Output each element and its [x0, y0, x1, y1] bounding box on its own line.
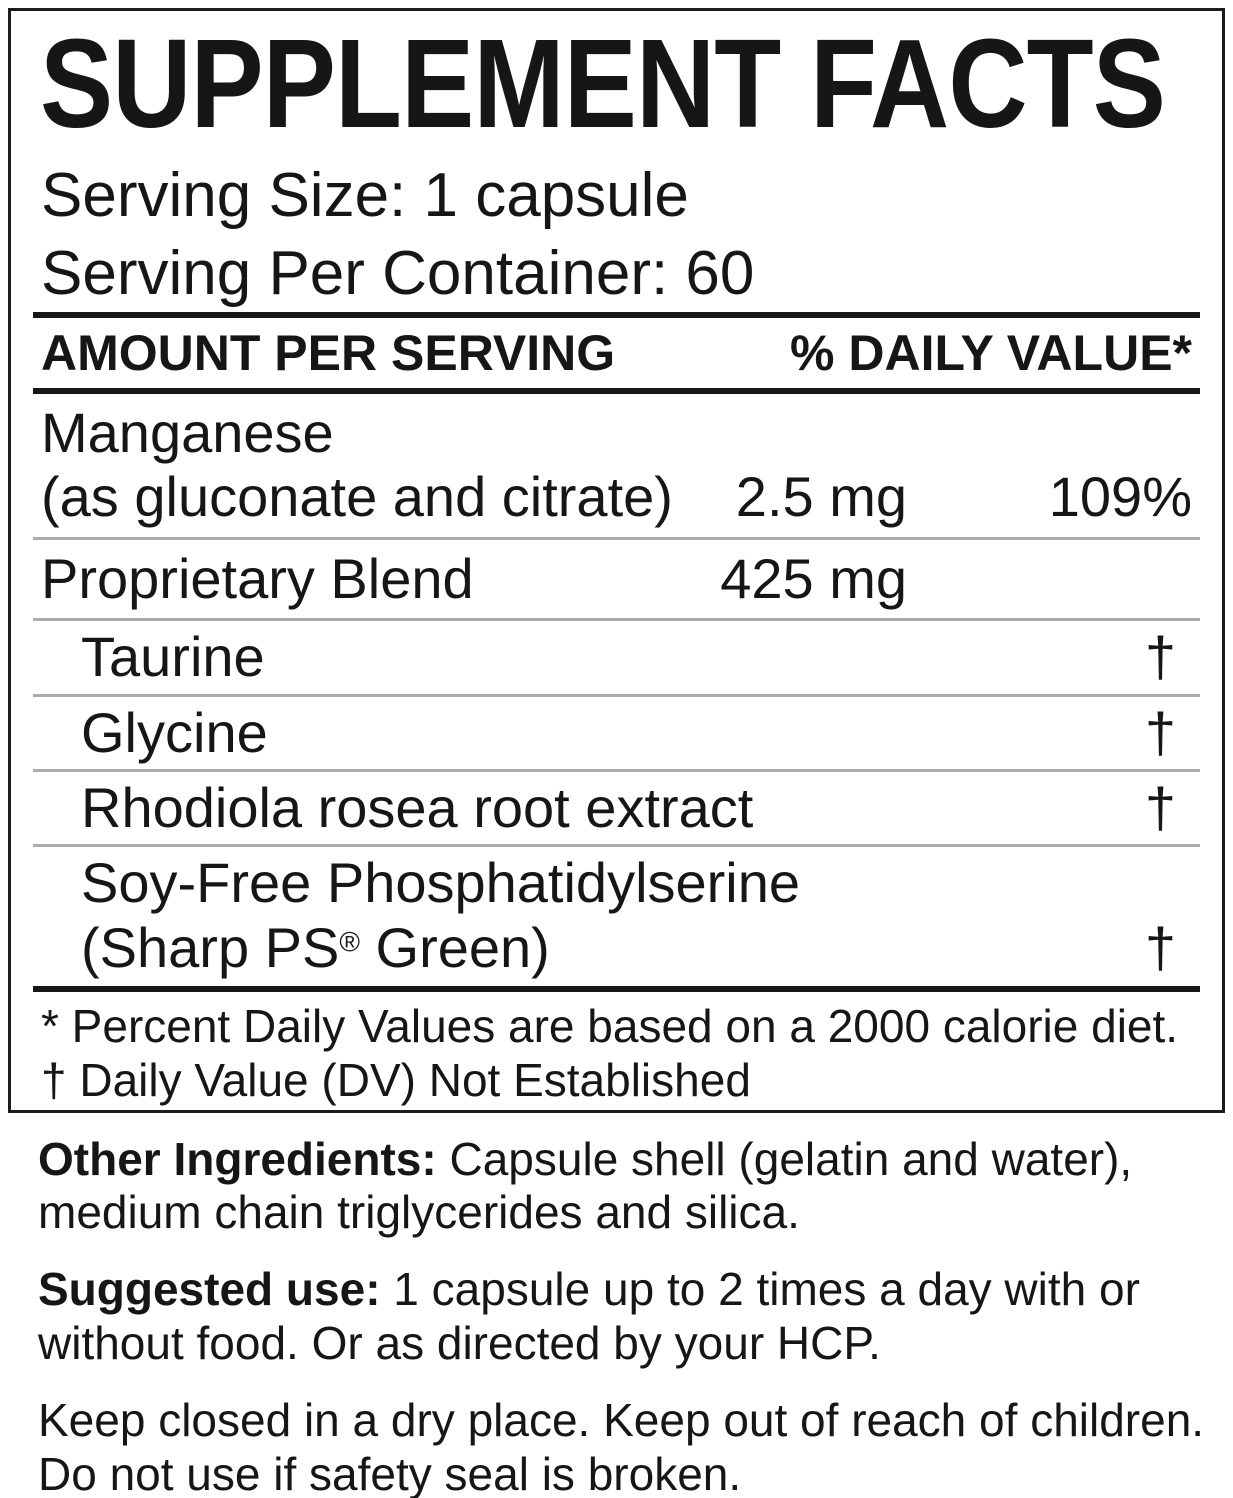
registered-trademark-symbol: ® — [339, 926, 360, 958]
other-ingredients-label: Other Ingredients: — [38, 1132, 437, 1185]
section-suggested-use: Suggested use: 1 capsule up to 2 times a… — [38, 1263, 1140, 1369]
suggested-use-label: Suggested use: — [38, 1263, 381, 1316]
servings-per-container-line: Serving Per Container: 60 — [41, 238, 755, 308]
amount-cell: 2.5 mg — [735, 465, 907, 529]
ingredient-name: Soy-Free Phosphatidylserine (Sharp PS® G… — [81, 851, 801, 979]
footnote-percent-daily-value: * Percent Daily Values are based on a 20… — [41, 1000, 1179, 1053]
divider-thin — [33, 693, 1200, 697]
table-row-proprietary-blend: Proprietary Blend 425 mg — [33, 540, 1200, 618]
ingredient-name: Rhodiola rosea root extract — [81, 775, 754, 839]
supplement-facts-panel: SUPPLEMENT FACTS Serving Size: 1 capsule… — [8, 8, 1225, 1113]
daily-value-cell: † — [907, 776, 1192, 840]
dagger-symbol: † — [1144, 700, 1176, 764]
table-row-phosphatidylserine: Soy-Free Phosphatidylserine (Sharp PS® G… — [33, 847, 1200, 986]
amount-per-serving-header: AMOUNT PER SERVING — [41, 325, 616, 381]
ingredient-name: Glycine — [81, 700, 268, 764]
daily-value-cell: † — [907, 916, 1192, 980]
amount-cell: 425 mg — [720, 546, 907, 610]
divider-thin — [33, 844, 1200, 848]
serving-info: Serving Size: 1 capsule Serving Per Cont… — [33, 157, 1200, 312]
section-storage-warning: Keep closed in a dry place. Keep out of … — [38, 1394, 1205, 1498]
ingredient-name: Proprietary Blend — [41, 546, 474, 610]
daily-value-cell: † — [907, 625, 1192, 689]
dagger-symbol: † — [1144, 775, 1176, 839]
divider-thick-top — [33, 312, 1200, 318]
divider-thin — [33, 536, 1200, 540]
divider-thick-bottom — [33, 986, 1200, 993]
divider-thick-header — [33, 388, 1200, 394]
daily-value-header: % DAILY VALUE* — [790, 325, 1192, 381]
ingredient-name: Manganese (as gluconate and citrate) — [41, 401, 673, 529]
table-header: AMOUNT PER SERVING % DAILY VALUE* — [33, 318, 1200, 388]
additional-info: Other Ingredients: Capsule shell (gelati… — [30, 1132, 1205, 1498]
footnotes: * Percent Daily Values are based on a 20… — [33, 992, 1200, 1110]
daily-value-cell: 109% — [1048, 465, 1192, 529]
daily-value-cell: † — [907, 701, 1192, 765]
divider-thin — [33, 768, 1200, 772]
table-row-glycine: Glycine † — [33, 697, 1200, 769]
section-other-ingredients: Other Ingredients: Capsule shell (gelati… — [38, 1132, 1133, 1239]
table-row-rhodiola: Rhodiola rosea root extract † — [33, 772, 1200, 844]
ingredient-name: Taurine — [81, 625, 265, 689]
divider-thin — [33, 618, 1200, 622]
serving-size-line: Serving Size: 1 capsule — [41, 161, 689, 230]
table-row-manganese: Manganese (as gluconate and citrate) 2.5… — [33, 394, 1200, 537]
footnote-daily-value-not-established: † Daily Value (DV) Not Established — [41, 1053, 751, 1106]
table-row-taurine: Taurine † — [33, 621, 1200, 693]
panel-title: SUPPLEMENT FACTS — [39, 13, 1166, 154]
dagger-symbol: † — [1144, 625, 1176, 689]
dagger-symbol: † — [1144, 915, 1176, 979]
